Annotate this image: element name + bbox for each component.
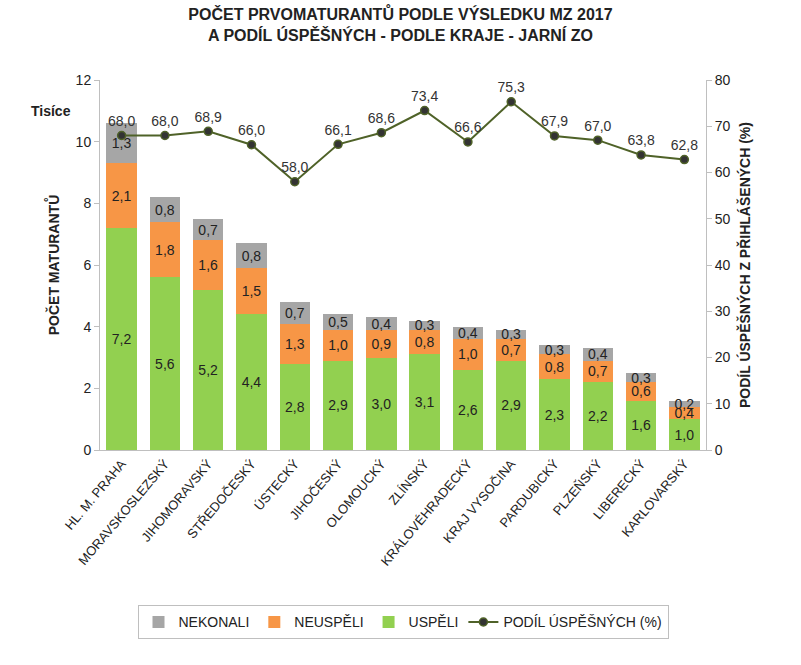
svg-text:0,8: 0,8 [155, 202, 175, 218]
svg-text:70: 70 [715, 118, 731, 134]
svg-text:2,1: 2,1 [112, 188, 132, 204]
svg-text:0,6: 0,6 [631, 383, 651, 399]
svg-text:PLZEŇSKÝ: PLZEŇSKÝ [550, 456, 605, 518]
svg-text:1,6: 1,6 [198, 257, 218, 273]
svg-text:0,4: 0,4 [458, 325, 478, 341]
svg-text:LIBERECKÝ: LIBERECKÝ [590, 456, 649, 522]
svg-text:5,2: 5,2 [198, 362, 218, 378]
svg-text:0,7: 0,7 [588, 363, 608, 379]
svg-text:1,3: 1,3 [112, 135, 132, 151]
svg-text:KRAJ VYSOČINA: KRAJ VYSOČINA [440, 456, 519, 546]
svg-text:1,5: 1,5 [242, 283, 262, 299]
svg-text:62,8: 62,8 [671, 137, 698, 153]
svg-text:0,2: 0,2 [675, 396, 695, 412]
svg-text:ÚSTECKÝ: ÚSTECKÝ [251, 456, 302, 513]
svg-text:Tisíce: Tisíce [31, 103, 71, 119]
svg-text:6: 6 [83, 257, 91, 273]
svg-text:0,5: 0,5 [328, 314, 348, 330]
svg-text:HL. M. PRAHA: HL. M. PRAHA [62, 456, 129, 532]
svg-text:0,7: 0,7 [198, 222, 218, 238]
svg-text:KARLOVARSKÝ: KARLOVARSKÝ [619, 456, 692, 539]
svg-text:68,0: 68,0 [108, 113, 135, 129]
svg-text:75,3: 75,3 [498, 79, 525, 95]
svg-text:1,0: 1,0 [675, 427, 695, 443]
svg-text:3,1: 3,1 [415, 394, 435, 410]
svg-text:JIHOMORAVSKÝ: JIHOMORAVSKÝ [138, 456, 215, 544]
svg-text:67,0: 67,0 [584, 118, 611, 134]
svg-text:0,3: 0,3 [631, 370, 651, 386]
svg-text:POČET PRVOMATURANTŮ PODLE VÝSL: POČET PRVOMATURANTŮ PODLE VÝSLEDKU MZ 20… [188, 4, 612, 44]
svg-text:68,6: 68,6 [368, 110, 395, 126]
svg-text:4,4: 4,4 [242, 374, 262, 390]
svg-text:0: 0 [83, 442, 91, 458]
svg-text:30: 30 [715, 303, 731, 319]
svg-text:40: 40 [715, 257, 731, 273]
svg-text:5,6: 5,6 [155, 356, 175, 372]
svg-text:1,0: 1,0 [458, 346, 478, 362]
svg-text:60: 60 [715, 164, 731, 180]
svg-text:10: 10 [76, 134, 92, 150]
svg-text:2: 2 [83, 380, 91, 396]
svg-text:50: 50 [715, 211, 731, 227]
svg-text:USPĚLI: USPĚLI [409, 614, 459, 630]
svg-text:KRÁLOVÉHRADECKÝ: KRÁLOVÉHRADECKÝ [378, 456, 476, 568]
svg-text:68,0: 68,0 [151, 113, 178, 129]
svg-text:0: 0 [715, 442, 723, 458]
svg-text:0,3: 0,3 [545, 342, 565, 358]
svg-text:3,0: 3,0 [372, 396, 392, 412]
svg-text:1,3: 1,3 [285, 336, 305, 352]
svg-text:2,9: 2,9 [328, 397, 348, 413]
svg-text:10: 10 [715, 396, 731, 412]
svg-text:0,3: 0,3 [501, 326, 521, 342]
svg-text:PODÍL ÚSPĚŠNÝCH Z PŘIHLÁŠENÝCH: PODÍL ÚSPĚŠNÝCH Z PŘIHLÁŠENÝCH (%) [736, 122, 753, 408]
svg-text:66,6: 66,6 [454, 119, 481, 135]
svg-text:2,6: 2,6 [458, 402, 478, 418]
svg-text:0,8: 0,8 [545, 359, 565, 375]
svg-text:7,2: 7,2 [112, 331, 132, 347]
svg-text:68,9: 68,9 [195, 109, 222, 125]
svg-text:66,1: 66,1 [324, 122, 351, 138]
svg-text:NEUSPĚLI: NEUSPĚLI [294, 614, 363, 630]
svg-text:STŘEDOČESKÝ: STŘEDOČESKÝ [184, 456, 259, 541]
svg-text:0,7: 0,7 [501, 342, 521, 358]
svg-text:1,6: 1,6 [631, 417, 651, 433]
svg-text:66,0: 66,0 [238, 122, 265, 138]
svg-text:2,8: 2,8 [285, 399, 305, 415]
svg-text:PARDUBICKÝ: PARDUBICKÝ [497, 456, 562, 530]
svg-text:0,8: 0,8 [415, 334, 435, 350]
svg-text:12: 12 [76, 72, 92, 88]
svg-text:0,3: 0,3 [415, 317, 435, 333]
svg-text:0,7: 0,7 [285, 305, 305, 321]
svg-text:POČET MATURANTŮ: POČET MATURANTŮ [44, 195, 62, 336]
svg-text:PODÍL ÚSPĚŠNÝCH (%): PODÍL ÚSPĚŠNÝCH (%) [503, 614, 661, 630]
svg-text:8: 8 [83, 195, 91, 211]
svg-text:ZLÍNSKÝ: ZLÍNSKÝ [386, 456, 433, 507]
svg-text:0,9: 0,9 [372, 336, 392, 352]
svg-text:0,4: 0,4 [588, 346, 608, 362]
svg-text:73,4: 73,4 [411, 88, 438, 104]
svg-text:1,8: 1,8 [155, 242, 175, 258]
svg-text:67,9: 67,9 [541, 113, 568, 129]
svg-text:1,0: 1,0 [328, 337, 348, 353]
svg-text:JIHOČESKÝ: JIHOČESKÝ [286, 456, 345, 522]
svg-text:2,9: 2,9 [501, 397, 521, 413]
svg-text:4: 4 [83, 319, 91, 335]
svg-text:NEKONALI: NEKONALI [179, 614, 250, 630]
svg-text:2,2: 2,2 [588, 408, 608, 424]
svg-text:OLOMOUCKÝ: OLOMOUCKÝ [323, 456, 389, 531]
svg-text:0,4: 0,4 [675, 405, 695, 421]
svg-text:58,0: 58,0 [281, 159, 308, 175]
svg-text:80: 80 [715, 72, 731, 88]
svg-text:63,8: 63,8 [627, 132, 654, 148]
svg-text:2,3: 2,3 [545, 407, 565, 423]
svg-text:MORAVSKOSLEZSKÝ: MORAVSKOSLEZSKÝ [75, 456, 172, 568]
svg-text:0,4: 0,4 [372, 316, 392, 332]
svg-text:20: 20 [715, 349, 731, 365]
svg-text:0,8: 0,8 [242, 248, 262, 264]
